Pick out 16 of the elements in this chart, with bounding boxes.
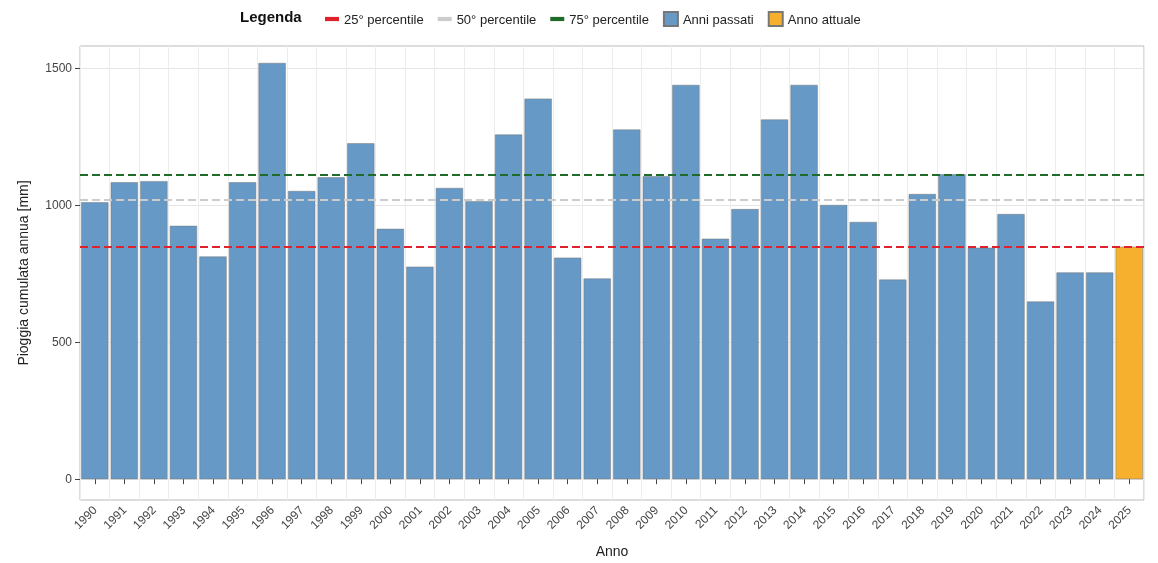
legend-label: 75° percentile [569,11,649,27]
y-tick-label: 500 [51,335,73,350]
legend-label: 25° percentile [344,11,424,27]
legend-title: Legenda [240,8,303,25]
y-tick-label: 1500 [45,60,73,75]
legend-label: Anno attuale [787,11,861,27]
y-tick-label: 0 [65,472,73,487]
y-tick-label: 1000 [45,198,73,213]
bar [199,256,227,480]
y-axis-title: Pioggia cumulata annua [mm] [15,180,31,366]
legend-label: Anni passati [682,11,754,27]
legend-label: 50° percentile [456,11,537,27]
x-axis-title: Anno [595,543,629,559]
bar [731,209,759,480]
bar [465,201,493,480]
bar [997,214,1025,480]
